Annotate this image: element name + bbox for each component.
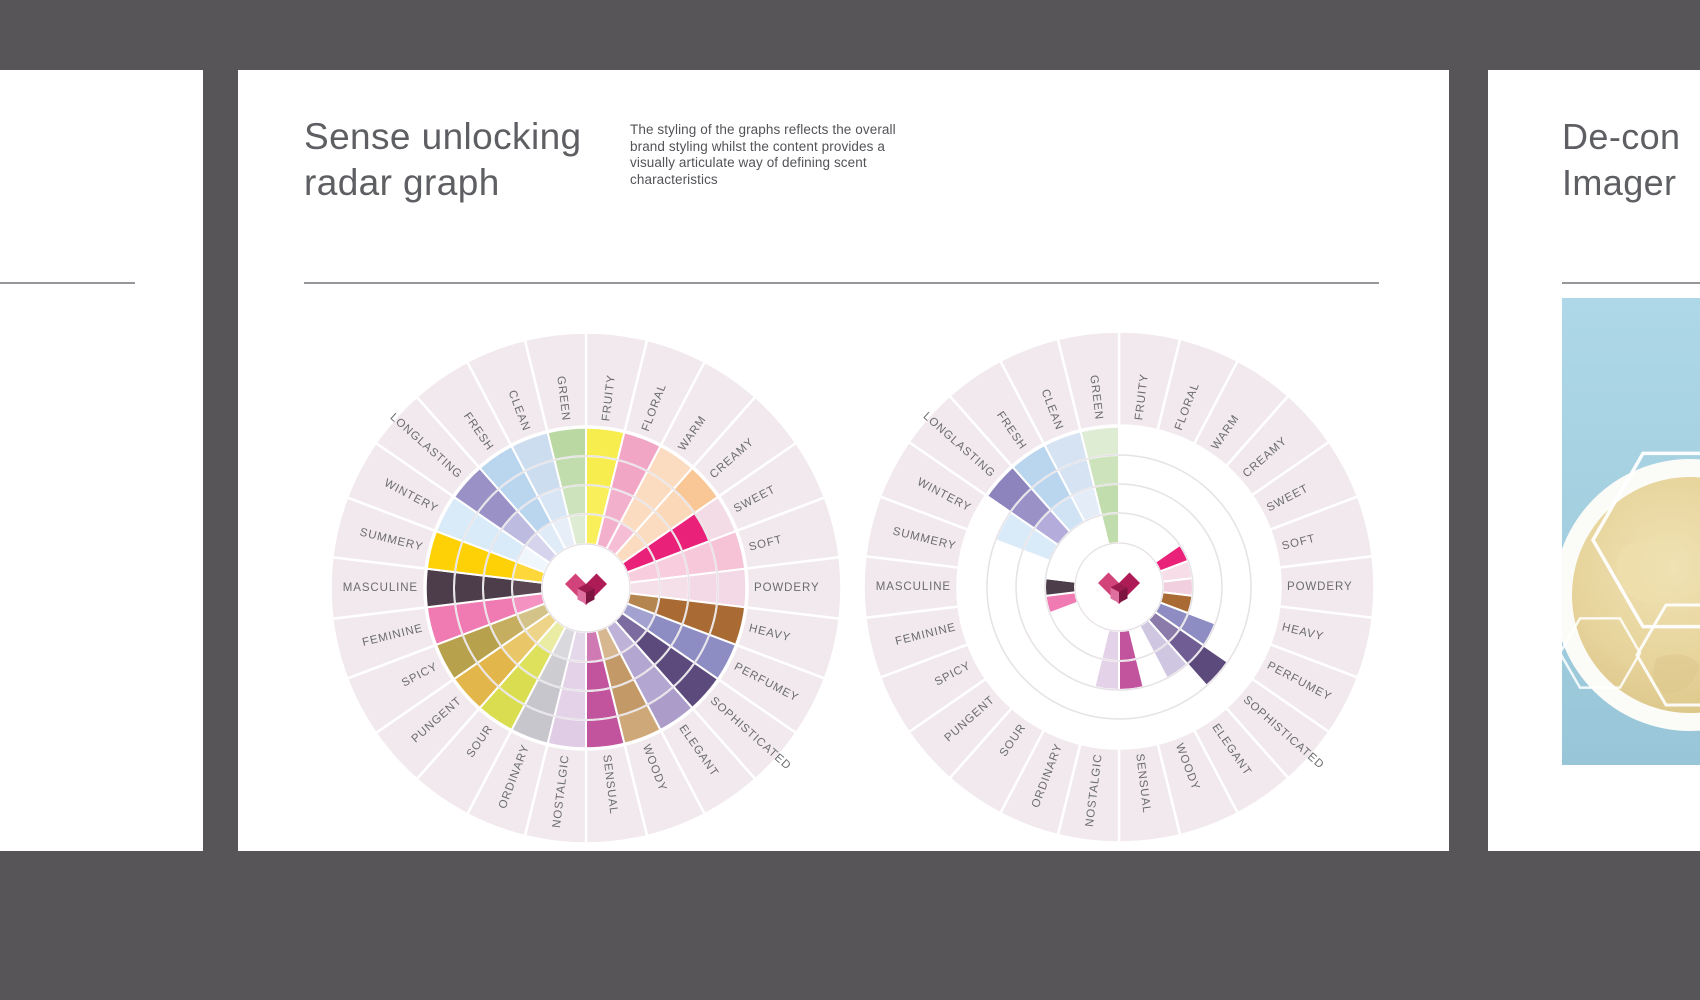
ring-guide: [511, 513, 661, 663]
sector-label: MASCULINE: [876, 581, 951, 593]
ring-guide: [1015, 483, 1223, 691]
radar-wheel-svg: FRUITY FLORALWARMCREAMYSWEETSOFTPOWDERYHE…: [862, 330, 1376, 844]
divider-rule: [0, 282, 135, 284]
title-line-1: Sense unlocking: [304, 116, 582, 157]
ring-guide: [423, 425, 749, 751]
ring-guide: [956, 424, 1282, 750]
ice-cream-texture: [1653, 654, 1700, 694]
sector-label: FRUITY: [600, 374, 618, 422]
sector-label: MASCULINE: [343, 582, 418, 594]
sector-label: POWDERY: [1287, 581, 1353, 593]
title-line-1: De-con: [1562, 116, 1681, 157]
wheel-cell: [1220, 569, 1253, 605]
radar-wheel-svg: FRUITY FLORALWARMCREAMYSWEETSOFTPOWDERYHE…: [329, 331, 843, 845]
wheel-cell: [553, 454, 587, 490]
wheel-cell: [1086, 453, 1120, 489]
description-text: The styling of the graphs reflects the o…: [630, 122, 896, 187]
sector-label: FRUITY: [1133, 373, 1151, 421]
slide-card-main: Sense unlocking radar graph The styling …: [238, 70, 1449, 851]
hexagon-outline-icon: [1562, 617, 1642, 689]
wheel-cell: [585, 686, 619, 722]
sector-label: GREEN: [554, 375, 571, 422]
ring-guide: [482, 484, 690, 692]
slide-card-right: De-con Imager: [1488, 70, 1700, 851]
ice-cream-photo: [1562, 298, 1700, 765]
heart-logo: [565, 573, 607, 605]
page-title-right: De-con Imager: [1562, 114, 1680, 206]
title-line-2: radar graph: [304, 162, 500, 203]
ring-guide: [986, 454, 1252, 720]
slide-card-left: [0, 70, 203, 851]
title-line-2: Imager: [1562, 162, 1677, 203]
ring-guide: [1044, 512, 1194, 662]
page-title: Sense unlocking radar graph: [304, 114, 582, 206]
sector-label: GREEN: [1087, 374, 1104, 421]
ice-cream-texture: [1616, 537, 1682, 604]
wheel-cell: [956, 566, 990, 608]
wheel-cell: [423, 567, 457, 609]
divider-rule: [1562, 282, 1700, 284]
wheel-cell: [452, 570, 485, 606]
hexagon-outline-icon: [1635, 603, 1700, 707]
ice-cream-photo-svg: [1562, 298, 1700, 765]
ring-guide: [453, 455, 719, 721]
wheel-cell: [1118, 685, 1152, 721]
wheel-cell: [687, 570, 720, 606]
wheel-cell: [1248, 566, 1282, 608]
heart-logo: [1098, 572, 1140, 604]
sector-label: POWDERY: [754, 582, 820, 594]
divider-rule: [304, 282, 1379, 284]
wheel-cell: [715, 567, 749, 609]
radar-wheel-left: FRUITY FLORAL WARM CREAMY SWEET SOFT POWDERY HE…: [329, 331, 843, 845]
radar-wheel-right: FRUITY FLORAL WARM CREAMY SWEET SOFT POWDERY HE…: [862, 330, 1376, 844]
wheel-cell: [985, 569, 1018, 605]
hexagon-outline-icon: [1590, 451, 1700, 629]
